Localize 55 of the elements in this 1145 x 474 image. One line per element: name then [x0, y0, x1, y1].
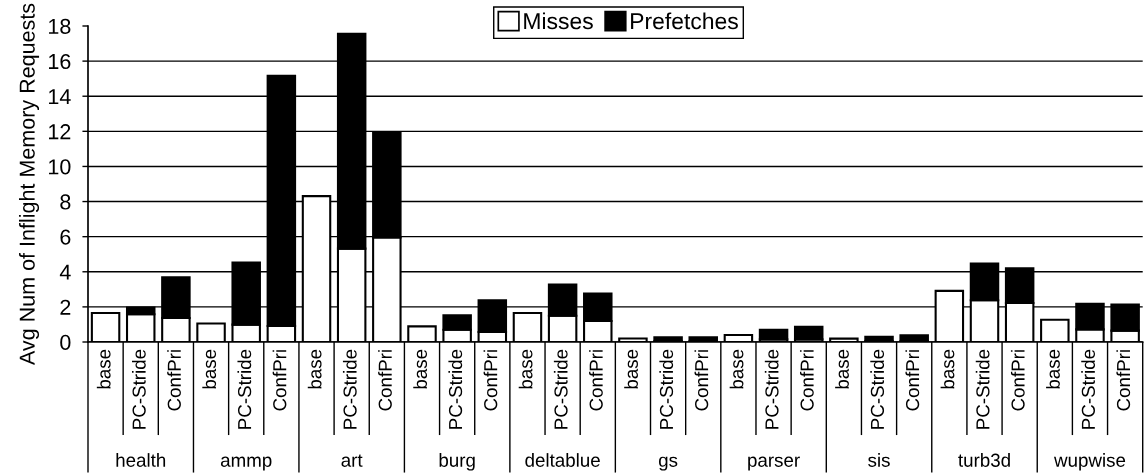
text: deltablue: [525, 453, 600, 467]
x-tick-label: base: [413, 349, 428, 389]
x-tick-label: PC-Stride: [132, 349, 146, 429]
x-tick-label: base: [96, 349, 111, 389]
x-tick-label: PC-Stride: [1081, 349, 1096, 429]
x-tick-label: ConfPri: [694, 350, 709, 411]
x-tick-label: ConfPri: [1116, 350, 1131, 411]
y-tick-label: 12: [49, 124, 71, 140]
x-tick-label: base: [307, 349, 322, 389]
x-tick-label: base: [940, 349, 955, 389]
text: burg: [439, 453, 475, 471]
text: ammp: [220, 456, 272, 471]
x-tick-label: base: [835, 349, 849, 389]
y-tick-label: 16: [49, 53, 71, 70]
text: turb3d: [958, 453, 1010, 467]
x-tick-label: ConfPri: [589, 350, 603, 411]
text: gs: [658, 456, 678, 471]
x-tick-label: PC-Stride: [448, 349, 463, 429]
x-tick-label: PC-Stride: [870, 349, 885, 429]
x-tick-label: PC-Stride: [237, 349, 252, 429]
y-tick-label: 6: [60, 229, 71, 245]
x-tick-label: base: [729, 349, 744, 389]
text: art: [341, 454, 363, 467]
x-tick-label: PC-Stride: [975, 349, 990, 429]
x-tick-label: ConfPri: [378, 350, 392, 411]
x-tick-label: PC-Stride: [764, 349, 779, 429]
x-tick-label: base: [518, 349, 533, 389]
bar: [793, 325, 824, 341]
x-tick-label: PC-Stride: [553, 349, 568, 429]
x-tick-label: PC-Stride: [659, 349, 674, 429]
text: health: [116, 453, 166, 467]
y-tick-label: 18: [49, 18, 71, 35]
y-tick-label: 14: [49, 89, 71, 105]
x-tick-label: PC-Stride: [342, 349, 357, 429]
x-tick-label: ConfPri: [799, 350, 814, 411]
x-tick-label: ConfPri: [905, 350, 920, 411]
x-tick-label: ConfPri: [272, 350, 287, 411]
text: parser: [748, 456, 800, 471]
x-tick-label: ConfPri: [1010, 350, 1025, 411]
x-tick-label: ConfPri: [483, 350, 498, 411]
text: sis: [868, 453, 890, 467]
x-tick-label: base: [1046, 349, 1060, 389]
x-tick-label: base: [202, 349, 217, 389]
legend-label: Prefetches: [631, 12, 738, 30]
y-tick-label: 8: [60, 194, 71, 210]
legend-label: Misses: [524, 12, 593, 30]
y-tick-label: 4: [59, 264, 71, 280]
x-tick-label: base: [624, 349, 638, 389]
y-tick-label: 10: [49, 159, 71, 175]
text: wupwise: [1054, 453, 1126, 471]
bar: [758, 328, 789, 341]
y-axis-title: Avg Num of Inflight Memory Requests: [18, 3, 40, 366]
y-tick-label: 0: [60, 334, 71, 351]
x-tick-label: ConfPri: [167, 350, 181, 411]
y-tick-label: 2: [60, 299, 71, 315]
